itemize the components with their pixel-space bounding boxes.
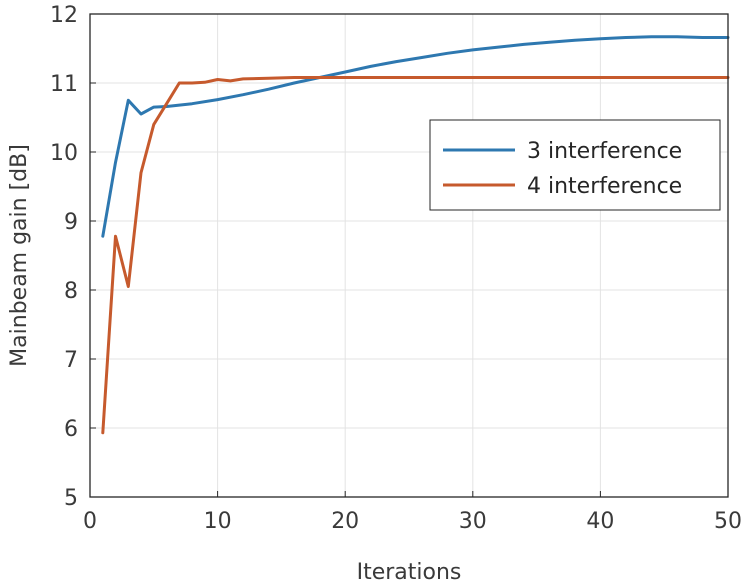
y-tick-label: 7 xyxy=(64,348,78,373)
plot-frame xyxy=(89,13,729,498)
y-axis-label: Mainbeam gain [dB] xyxy=(7,144,32,367)
y-tick-label: 10 xyxy=(50,141,78,166)
legend-label-3-interference: 3 interference xyxy=(527,139,682,164)
y-tick-label: 5 xyxy=(64,486,78,511)
legend: 3 interference 4 interference xyxy=(429,119,721,211)
legend-box xyxy=(429,119,721,211)
y-tick-label: 8 xyxy=(64,279,78,304)
x-tick-label: 30 xyxy=(459,509,487,534)
series-line-4-interference xyxy=(101,76,730,435)
series-line-3-interference xyxy=(101,35,730,238)
grid-layer xyxy=(89,13,729,498)
x-tick-label: 40 xyxy=(586,509,614,534)
y-tick-label: 9 xyxy=(64,210,78,235)
x-tick-label: 20 xyxy=(331,509,359,534)
series-layer xyxy=(101,35,730,435)
y-tick-label: 12 xyxy=(50,3,78,28)
legend-label-4-interference: 4 interference xyxy=(527,174,682,199)
tick-layer: 0 10 20 30 40 50 5 6 7 8 9 10 11 12 xyxy=(50,3,742,534)
x-tick-label: 0 xyxy=(83,509,97,534)
y-tick-label: 6 xyxy=(64,417,78,442)
x-axis-label: Iterations xyxy=(357,560,462,585)
y-tick-label: 11 xyxy=(50,72,78,97)
x-tick-label: 10 xyxy=(204,509,232,534)
x-tick-label: 50 xyxy=(714,509,742,534)
